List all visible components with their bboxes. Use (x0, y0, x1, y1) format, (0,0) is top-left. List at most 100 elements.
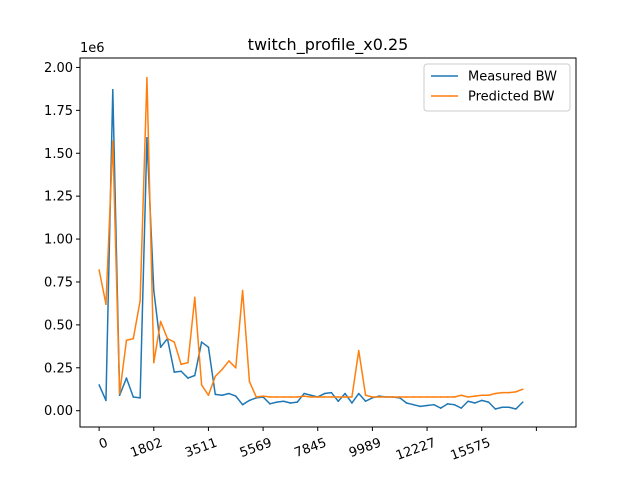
data-point (289, 402, 292, 404)
data-point (111, 140, 114, 143)
data-point (474, 402, 476, 404)
y-tick-label: 1.25 (44, 190, 73, 205)
data-point (118, 392, 121, 395)
data-point (289, 396, 292, 398)
data-point (310, 396, 312, 398)
data-point (316, 396, 319, 398)
data-point (337, 396, 340, 398)
data-point (214, 375, 217, 378)
data-point (303, 395, 305, 397)
data-point (323, 392, 326, 395)
data-point (521, 401, 524, 403)
data-point (453, 403, 456, 406)
data-point (159, 320, 162, 323)
data-point (296, 396, 299, 398)
data-point (426, 404, 428, 407)
data-point (193, 296, 196, 299)
chart-title: twitch_profile_x0.25 (248, 35, 409, 55)
data-point (275, 396, 278, 398)
data-point (214, 393, 217, 396)
y-tick-label: 0.50 (44, 318, 73, 333)
data-point (494, 392, 497, 395)
data-point (351, 402, 353, 404)
data-point (487, 394, 490, 397)
data-point (146, 137, 148, 139)
data-point (303, 392, 305, 395)
data-point (255, 396, 258, 398)
data-point (364, 394, 367, 397)
data-point (433, 403, 435, 406)
data-point (159, 346, 162, 348)
data-point (118, 394, 121, 397)
data-point (344, 396, 346, 398)
data-point (412, 396, 415, 398)
data-point (125, 377, 128, 379)
data-point (357, 392, 360, 395)
data-point (105, 303, 107, 306)
data-point (241, 289, 244, 292)
data-point (269, 403, 271, 405)
data-point (453, 396, 456, 398)
data-point (152, 361, 155, 364)
data-point (269, 396, 271, 398)
data-point (296, 401, 299, 403)
data-point (166, 337, 169, 340)
data-point (221, 394, 223, 397)
y-tick-label: 0.00 (44, 404, 73, 419)
data-point (385, 396, 387, 398)
data-point (446, 403, 449, 405)
data-point (111, 88, 114, 91)
data-point (228, 360, 230, 362)
y-tick-label: 1.50 (44, 147, 73, 162)
data-point (351, 396, 353, 398)
data-point (330, 391, 333, 394)
data-point (221, 368, 223, 371)
data-point (364, 400, 367, 403)
data-point (275, 401, 278, 403)
data-point (378, 396, 381, 398)
data-point (187, 361, 189, 364)
data-point (193, 374, 196, 377)
data-point (467, 400, 469, 403)
data-point (412, 403, 415, 406)
data-point (98, 384, 100, 386)
data-point (467, 396, 469, 398)
data-point (419, 396, 422, 398)
data-point (474, 395, 476, 397)
data-point (446, 396, 449, 398)
data-point (207, 394, 210, 397)
data-point (241, 403, 244, 406)
data-point (323, 396, 326, 398)
data-point (426, 396, 428, 398)
data-point (508, 406, 510, 409)
data-point (262, 395, 264, 397)
data-point (234, 366, 237, 369)
y-tick-label: 2.00 (44, 61, 73, 76)
data-point (234, 395, 237, 397)
data-point (344, 392, 346, 395)
y-tick-label: 1.00 (44, 233, 73, 248)
data-point (405, 402, 408, 404)
data-point (132, 337, 135, 340)
data-point (200, 384, 203, 386)
data-point (152, 289, 155, 292)
data-point (439, 396, 442, 398)
data-point (98, 269, 100, 271)
data-point (501, 406, 504, 409)
data-point (460, 394, 463, 397)
data-point (282, 400, 285, 403)
data-point (180, 370, 182, 373)
data-point (310, 394, 312, 397)
data-point (433, 396, 435, 398)
data-point (125, 339, 128, 342)
data-point (508, 391, 510, 394)
legend-label: Predicted BW (468, 90, 555, 105)
data-point (501, 391, 504, 394)
data-point (337, 400, 340, 403)
data-point (330, 396, 333, 398)
data-point (371, 396, 374, 398)
data-point (228, 392, 230, 395)
data-point (180, 363, 182, 366)
data-point (521, 388, 524, 391)
